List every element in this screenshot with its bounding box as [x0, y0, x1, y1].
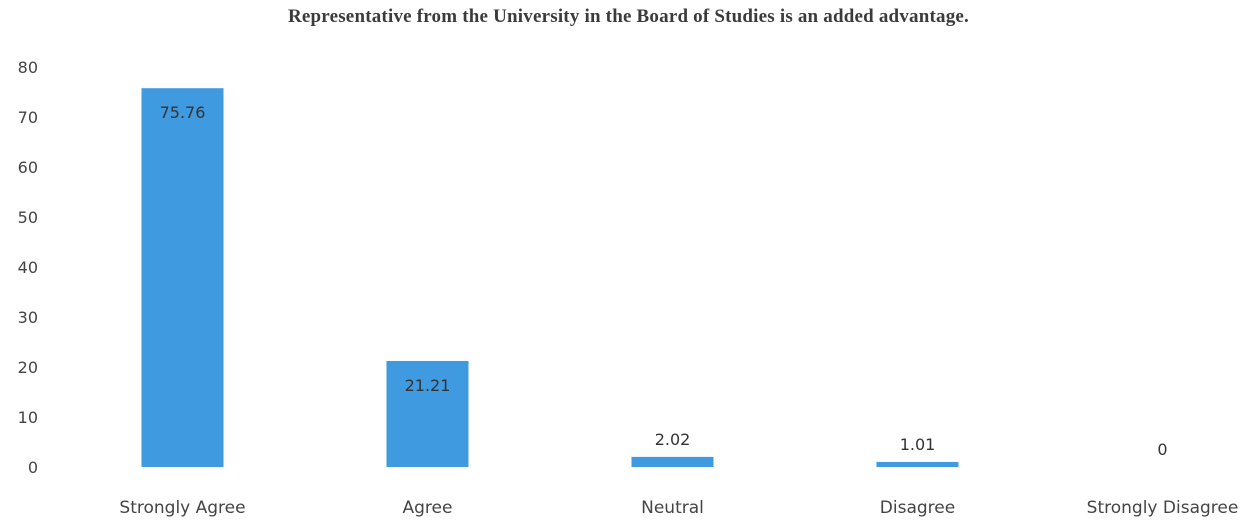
- y-tick-label: 0: [28, 458, 38, 477]
- bar-strongly-agree: [141, 88, 224, 467]
- y-tick-label: 50: [18, 208, 38, 227]
- bar-neutral: [631, 456, 714, 467]
- chart-title: Representative from the University in th…: [287, 6, 970, 27]
- bar-disagree: [876, 461, 959, 467]
- data-label: 0: [1157, 440, 1167, 459]
- bars: 75.76 21.21 2.02 1.01 0: [141, 88, 1168, 467]
- y-tick-label: 40: [18, 258, 38, 277]
- bar-agree: [386, 360, 469, 467]
- y-tick-label: 60: [18, 158, 38, 177]
- y-axis: 0 10 20 30 40 50 60 70 80: [18, 58, 38, 477]
- y-tick-label: 70: [18, 108, 38, 127]
- y-tick-label: 80: [18, 58, 38, 77]
- x-category-label: Neutral: [641, 498, 704, 518]
- x-category-label: Strongly Agree: [119, 498, 245, 518]
- x-category-label: Agree: [403, 498, 453, 518]
- x-category-label: Disagree: [880, 498, 955, 518]
- data-label: 21.21: [405, 376, 451, 395]
- data-label: 2.02: [655, 430, 691, 449]
- y-tick-label: 20: [18, 358, 38, 377]
- x-axis: Strongly Agree Agree Neutral Disagree Strong…: [119, 498, 1238, 518]
- data-label: 1.01: [900, 435, 936, 454]
- x-category-label: Strongly Disagree: [1087, 498, 1239, 518]
- data-label: 75.76: [160, 103, 206, 122]
- y-tick-label: 30: [18, 308, 38, 327]
- y-tick-label: 10: [18, 408, 38, 427]
